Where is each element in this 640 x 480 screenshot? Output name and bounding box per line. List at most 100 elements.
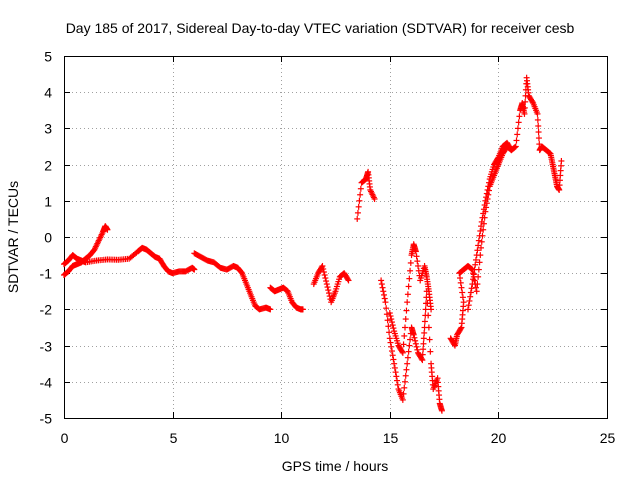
- data-point: [382, 299, 389, 306]
- data-point: [407, 267, 414, 274]
- data-point: [399, 348, 406, 355]
- data-point: [402, 324, 409, 331]
- y-tick-label: -1: [40, 266, 53, 282]
- data-point: [475, 237, 482, 244]
- data-point: [356, 197, 363, 204]
- data-point: [404, 360, 411, 367]
- data-point: [534, 110, 541, 117]
- data-point: [355, 203, 362, 210]
- data-point: [407, 259, 414, 266]
- data-point: [468, 285, 475, 292]
- data-point: [457, 279, 464, 286]
- data-point: [399, 349, 406, 356]
- data-point: [472, 256, 479, 263]
- data-point: [481, 202, 488, 209]
- data-point: [404, 299, 411, 306]
- data-point: [385, 323, 392, 330]
- data-point: [412, 248, 419, 255]
- data-point: [406, 342, 413, 349]
- data-point: [390, 356, 397, 363]
- data-point: [386, 335, 393, 342]
- data-points: [61, 74, 565, 414]
- data-point: [513, 137, 520, 144]
- data-point: [419, 357, 426, 364]
- data-point: [535, 122, 542, 129]
- data-point: [401, 332, 408, 339]
- data-point: [412, 337, 419, 344]
- data-point: [459, 294, 466, 301]
- data-point: [388, 316, 395, 323]
- data-point: [420, 340, 427, 347]
- x-tick-label: 15: [383, 430, 399, 446]
- data-point: [393, 373, 400, 380]
- data-point: [401, 384, 408, 391]
- data-point: [459, 289, 466, 296]
- data-point: [457, 275, 464, 282]
- data-point: [406, 275, 413, 282]
- y-axis-label: SDTVAR / TECUs: [5, 181, 21, 293]
- x-axis-label: GPS time / hours: [282, 458, 389, 474]
- data-point: [472, 284, 479, 291]
- data-point: [515, 119, 522, 126]
- data-point: [474, 281, 481, 288]
- x-axis-ticks: 0 5 10 15 20 25: [61, 56, 615, 446]
- x-tick-label: 5: [170, 430, 178, 446]
- y-tick-label: 4: [44, 85, 52, 101]
- data-point: [402, 378, 409, 385]
- data-point: [357, 191, 364, 198]
- y-tick-label: 1: [44, 194, 52, 210]
- data-point: [425, 324, 432, 331]
- y-tick-label: -3: [40, 339, 53, 355]
- data-point: [558, 157, 565, 164]
- data-point: [383, 305, 390, 312]
- data-point: [386, 310, 393, 317]
- data-point: [267, 306, 274, 313]
- data-point: [473, 288, 480, 295]
- data-point: [404, 354, 411, 361]
- data-point: [485, 183, 492, 190]
- data-point: [378, 277, 385, 284]
- data-point: [394, 381, 401, 388]
- data-point: [427, 348, 434, 355]
- data-point: [483, 190, 490, 197]
- data-point: [471, 266, 478, 273]
- data-point: [482, 197, 489, 204]
- data-point: [460, 299, 467, 306]
- data-point: [514, 125, 521, 132]
- y-tick-label: 0: [44, 230, 52, 246]
- data-point: [522, 98, 529, 105]
- data-point: [420, 335, 427, 342]
- chart-title: Day 185 of 2017, Sidereal Day-to-day VTE…: [66, 20, 575, 36]
- data-point: [469, 281, 476, 288]
- data-point: [465, 302, 472, 309]
- data-point: [521, 104, 528, 111]
- data-point: [472, 261, 479, 268]
- data-point: [458, 284, 465, 291]
- data-point: [394, 377, 401, 384]
- data-point: [419, 351, 426, 358]
- data-point: [467, 293, 474, 300]
- data-point: [413, 253, 420, 260]
- data-point: [474, 247, 481, 254]
- data-point: [425, 312, 432, 319]
- data-point: [411, 334, 418, 341]
- data-point: [534, 116, 541, 123]
- data-point: [466, 297, 473, 304]
- data-point: [381, 291, 388, 298]
- data-point: [402, 372, 409, 379]
- data-point: [104, 226, 111, 233]
- y-tick-label: -2: [40, 302, 53, 318]
- data-point: [403, 307, 410, 314]
- data-point: [480, 210, 487, 217]
- data-point: [521, 110, 528, 117]
- data-point: [473, 252, 480, 259]
- y-tick-label: 3: [44, 121, 52, 137]
- data-point: [357, 185, 364, 192]
- data-point: [512, 144, 519, 151]
- data-point: [478, 223, 485, 230]
- data-point: [415, 262, 422, 269]
- data-point: [464, 306, 471, 313]
- data-point: [391, 364, 398, 371]
- data-point: [320, 265, 327, 272]
- data-point: [388, 319, 395, 326]
